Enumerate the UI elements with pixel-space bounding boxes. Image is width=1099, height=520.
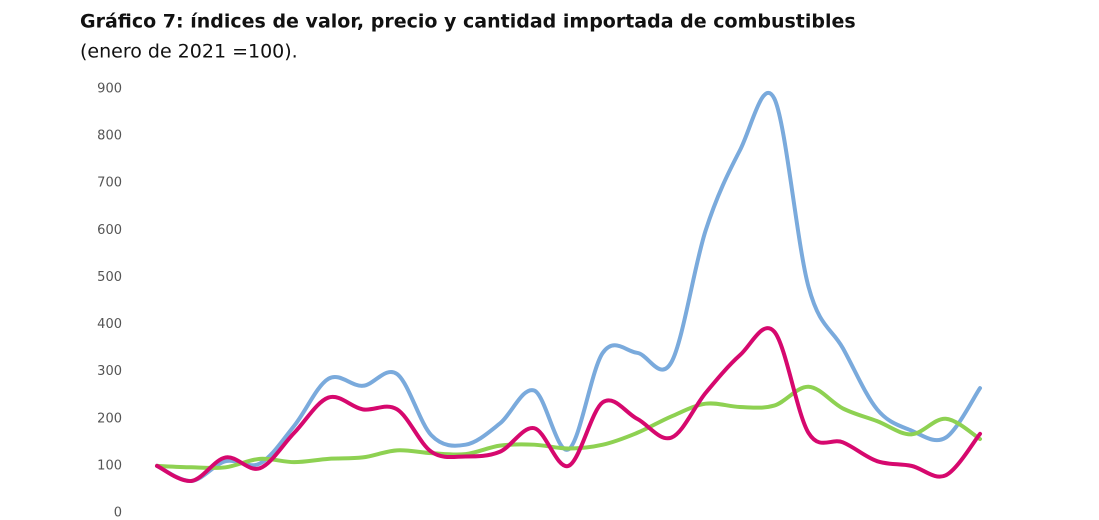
line xyxy=(155,384,982,470)
y-tick-label: 200 xyxy=(97,411,122,426)
line xyxy=(155,90,982,483)
y-tick-label: 400 xyxy=(97,317,122,332)
y-tick-label: 900 xyxy=(97,82,122,97)
y-tick-label: 300 xyxy=(97,364,122,379)
y-tick-label: 700 xyxy=(97,176,122,191)
y-tick-label: 100 xyxy=(97,458,122,473)
y-tick-label: 500 xyxy=(97,270,122,285)
chart-subtitle: (enero de 2021 =100). xyxy=(80,41,298,63)
y-tick-label: 600 xyxy=(97,223,122,238)
y-tick-label: 800 xyxy=(97,129,122,144)
chart-title: Gráfico 7: índices de valor, precio y ca… xyxy=(80,11,856,33)
line xyxy=(155,326,982,483)
y-tick-label: 0 xyxy=(114,506,122,520)
